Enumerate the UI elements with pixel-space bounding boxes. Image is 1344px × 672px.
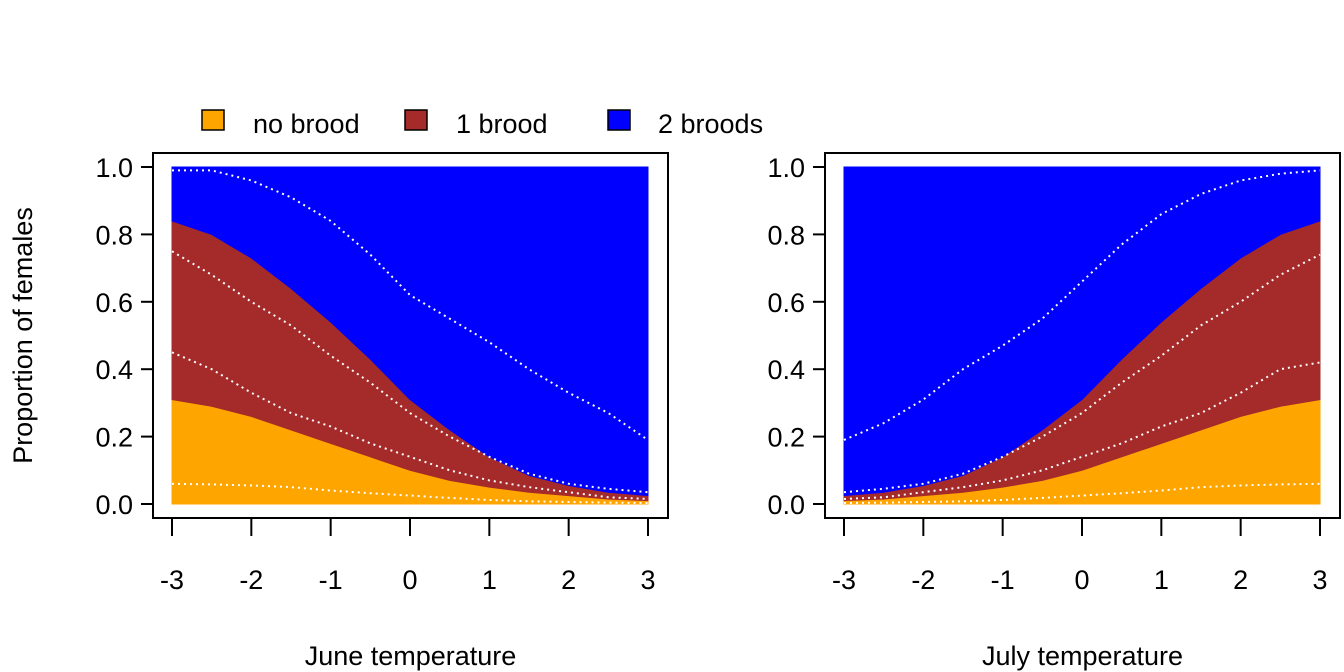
- x-tick-label: 0: [402, 565, 417, 595]
- x-tick-label: 1: [1154, 565, 1169, 595]
- y-tick-label: 1.0: [95, 153, 133, 183]
- legend-label-no-brood: no brood: [253, 109, 360, 139]
- y-tick-label: 0.4: [95, 355, 133, 385]
- y-tick-label: 0.4: [767, 355, 805, 385]
- x-tick-label: -3: [160, 565, 184, 595]
- y-tick-label: 0.8: [95, 220, 133, 250]
- ci-line-3: [171, 250, 649, 494]
- y-axis-label: Proportion of females: [8, 207, 38, 464]
- y-tick-label: 0.6: [767, 288, 805, 318]
- x-tick-label: -3: [832, 565, 856, 595]
- x-tick-label: 2: [561, 565, 576, 595]
- ci-line-2: [843, 361, 1321, 500]
- legend-swatch-1-brood: [404, 109, 428, 131]
- legend: no brood 1 brood 2 broods: [201, 109, 763, 139]
- x-tick-label: 1: [482, 565, 497, 595]
- x-tick-label: 3: [640, 565, 655, 595]
- legend-swatch-no-brood: [201, 109, 225, 131]
- ci-line-1: [843, 482, 1321, 504]
- area-2-broods: [843, 166, 1321, 497]
- legend-label-2-broods: 2 broods: [658, 109, 763, 139]
- y-tick-label: 0.2: [767, 423, 805, 453]
- y-tick-label: 0.6: [95, 288, 133, 318]
- y-tick-label: 0.2: [95, 423, 133, 453]
- area-2-broods: [171, 166, 649, 497]
- x-tick-label: -2: [911, 565, 935, 595]
- y-tick-label: 0.0: [95, 490, 133, 520]
- y-tick-label: 0.8: [767, 220, 805, 250]
- y-tick-label: 1.0: [767, 153, 805, 183]
- x-axis-label: July temperature: [982, 641, 1183, 671]
- x-tick-label: 0: [1074, 565, 1089, 595]
- x-axis-label: June temperature: [305, 641, 517, 671]
- y-tick-label: 0.0: [767, 490, 805, 520]
- june-panel: 0.0 0.2 0.4 0.6 0.8 1.0 -3 -2 -1 0 1 2 3 June tempera…: [8, 152, 669, 671]
- x-tick-label: 2: [1233, 565, 1248, 595]
- x-tick-label: 3: [1312, 565, 1327, 595]
- ci-line-1: [171, 482, 649, 504]
- x-tick-label: -1: [319, 565, 343, 595]
- july-panel: 0.0 0.2 0.4 0.6 0.8 1.0 -3 -2 -1 0 1 2 3 July tempera…: [767, 152, 1341, 671]
- legend-swatch-2-broods: [607, 109, 631, 131]
- x-tick-label: -1: [991, 565, 1015, 595]
- x-tick-label: -2: [239, 565, 263, 595]
- legend-label-1-brood: 1 brood: [456, 109, 548, 139]
- ci-line-3: [843, 253, 1321, 494]
